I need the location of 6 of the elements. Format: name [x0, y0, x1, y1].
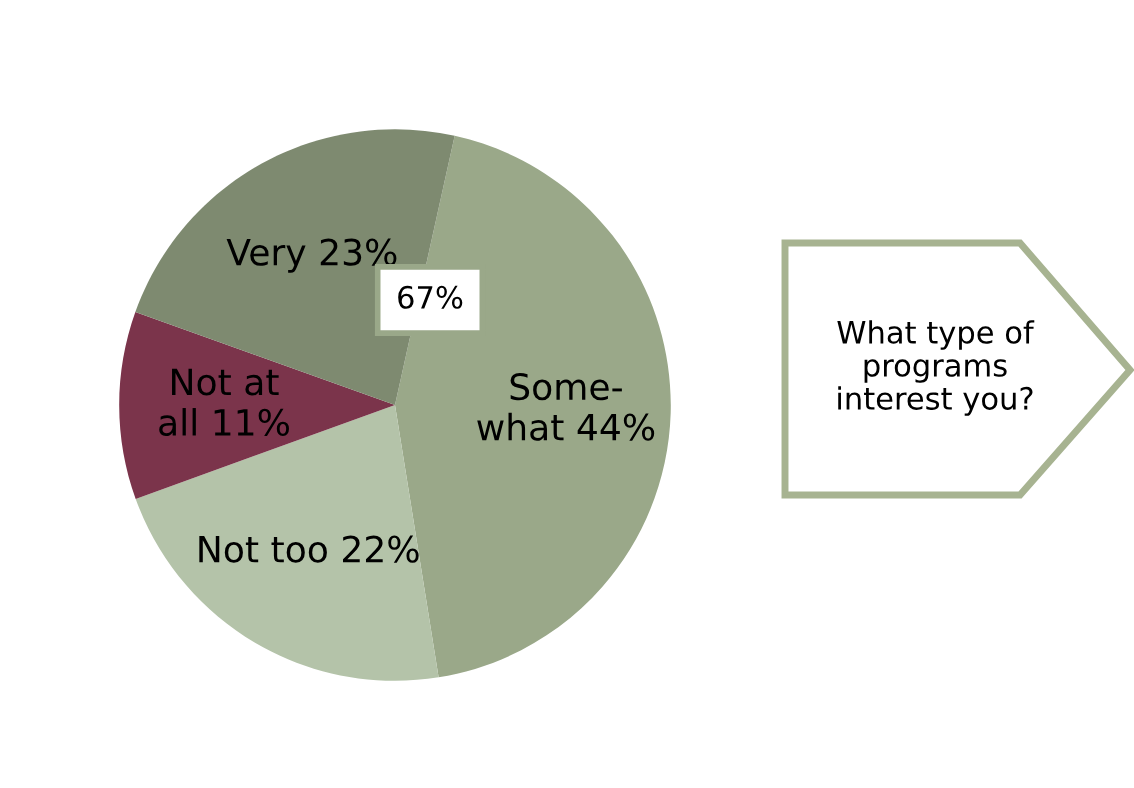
slice-label: Not too 22%	[199, 535, 419, 563]
slice-label: Very 23%	[226, 238, 397, 273]
slice-label: Not at all 11%	[159, 368, 289, 436]
text: What type of programs interest you?	[837, 320, 1035, 416]
text: 67%	[398, 285, 463, 309]
slice-label: Some- what 44%	[477, 373, 655, 441]
